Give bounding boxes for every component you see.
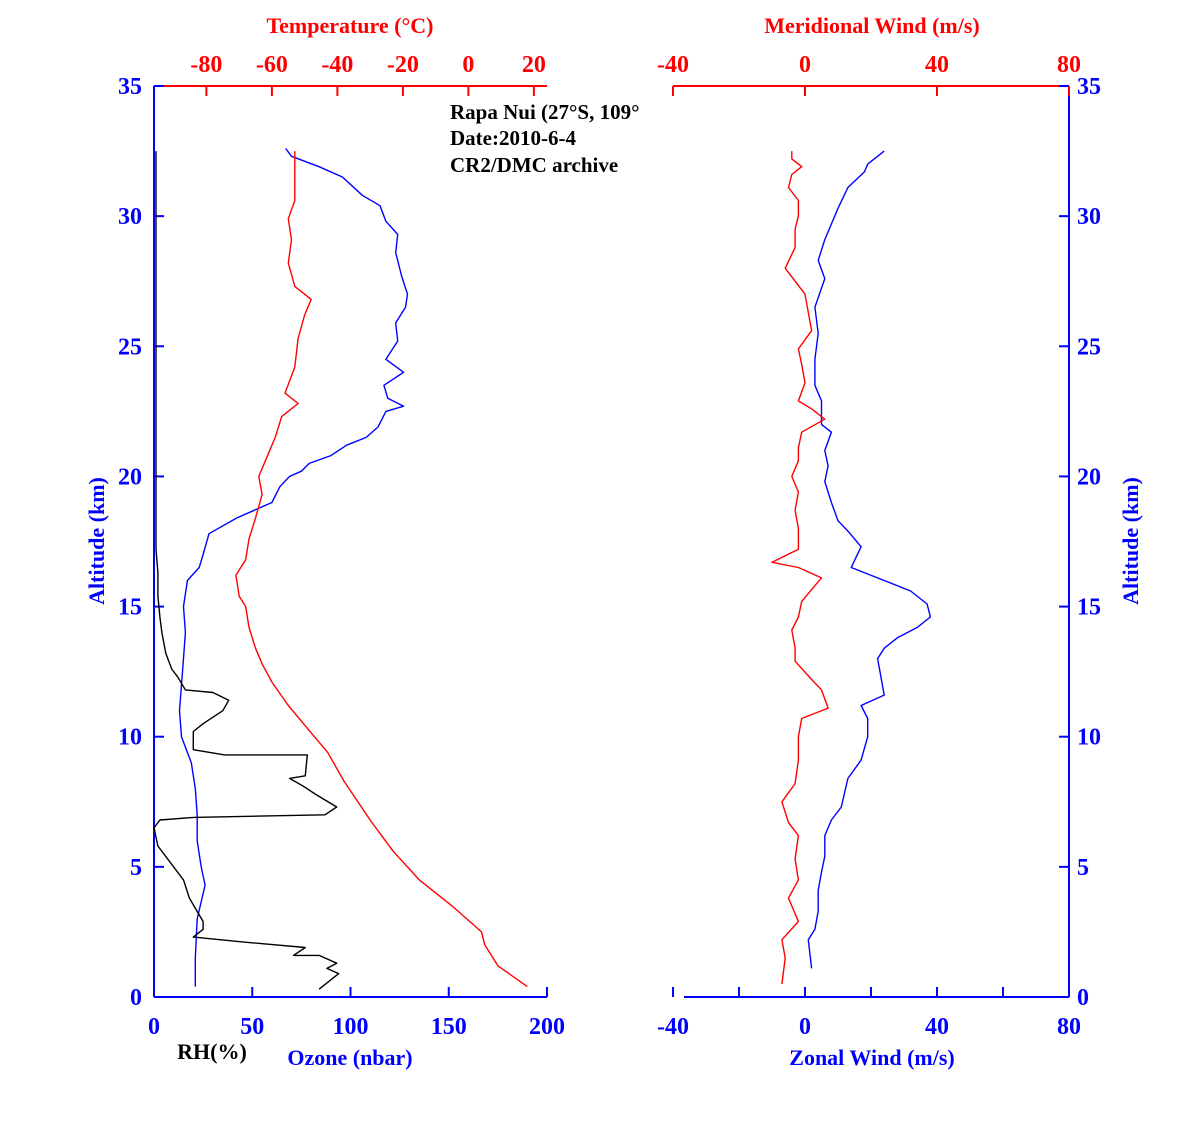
left-series (153, 148, 528, 990)
right-series (771, 150, 932, 985)
top-tick-label: 0 (462, 52, 474, 78)
ozone-ticks: 0 50 100 150 200 (148, 987, 565, 1040)
top-tick-label: 80 (1057, 52, 1081, 78)
altitude-tick-label: 0 (130, 985, 142, 1011)
right-panel: 0 5 10 15 20 25 30 35 -40 0 40 80 -40 0 40 80 Meridio… (657, 13, 1143, 1070)
altitude-tick-label: 35 (118, 74, 142, 100)
right-altitude-ticks: 0 5 10 15 20 25 30 35 (1059, 74, 1101, 1011)
zonal-wind-label: Zonal Wind (m/s) (789, 1045, 954, 1070)
ozone-axis-label: Ozone (nbar) (287, 1045, 412, 1070)
bottom-tick-label: -40 (657, 1014, 689, 1040)
bottom-tick-label: 40 (925, 1014, 949, 1040)
bottom-tick-label: 200 (529, 1014, 565, 1040)
top-tick-label: -40 (321, 52, 353, 78)
top-tick-label: 40 (925, 52, 949, 78)
annotation-date: Date:2010-6-4 (450, 126, 576, 150)
rh-axis-label: RH(%) (177, 1039, 247, 1064)
altitude-tick-label: 30 (1077, 204, 1101, 230)
top-tick-label: 20 (522, 52, 546, 78)
altitude-tick-label: 30 (118, 204, 142, 230)
altitude-tick-label: 25 (1077, 334, 1101, 360)
top-tick-label: -60 (256, 52, 288, 78)
top-tick-label: 0 (799, 52, 811, 78)
station-annotation: Rapa Nui (27°S, 109° Date:2010-6-4 CR2/D… (450, 100, 640, 177)
right-series-1 (771, 151, 829, 985)
bottom-tick-label: 0 (148, 1014, 160, 1040)
altitude-tick-label: 20 (1077, 464, 1101, 490)
annotation-archive: CR2/DMC archive (450, 153, 618, 177)
temperature-axis-label: Temperature (°C) (266, 13, 433, 38)
temperature-ticks: -80 -60 -40 -20 0 20 (190, 52, 546, 96)
altitude-tick-label: 0 (1077, 985, 1089, 1011)
altitude-tick-label: 20 (118, 464, 142, 490)
bottom-tick-label: 80 (1057, 1014, 1081, 1040)
altitude-tick-label: 5 (130, 855, 142, 881)
left-altitude-label: Altitude (km) (84, 477, 109, 605)
left-series-2 (235, 151, 528, 988)
bottom-tick-label: 50 (240, 1014, 264, 1040)
altitude-tick-label: 5 (1077, 855, 1089, 881)
top-tick-label: -20 (387, 52, 419, 78)
left-altitude-ticks: 0 5 10 15 20 25 30 35 (118, 74, 164, 1011)
altitude-tick-label: 10 (118, 725, 142, 751)
annotation-station: Rapa Nui (27°S, 109° (450, 100, 640, 124)
right-altitude-label: Altitude (km) (1118, 477, 1143, 605)
bottom-tick-label: 100 (333, 1014, 369, 1040)
zonal-wind-ticks: -40 0 40 80 (657, 987, 1081, 1040)
altitude-tick-label: 15 (118, 595, 142, 621)
left-series-1 (153, 151, 340, 990)
bottom-tick-label: 150 (431, 1014, 467, 1040)
top-tick-label: -40 (657, 52, 689, 78)
meridional-wind-ticks: -40 0 40 80 (657, 52, 1081, 96)
bottom-tick-label: 0 (799, 1014, 811, 1040)
altitude-tick-label: 25 (118, 334, 142, 360)
top-tick-label: -80 (190, 52, 222, 78)
meridional-wind-label: Meridional Wind (m/s) (764, 13, 980, 38)
left-series-0 (178, 148, 409, 987)
altitude-tick-label: 10 (1077, 725, 1101, 751)
right-series-0 (807, 150, 932, 969)
altitude-tick-label: 15 (1077, 595, 1101, 621)
altitude-tick-label: 35 (1077, 74, 1101, 100)
